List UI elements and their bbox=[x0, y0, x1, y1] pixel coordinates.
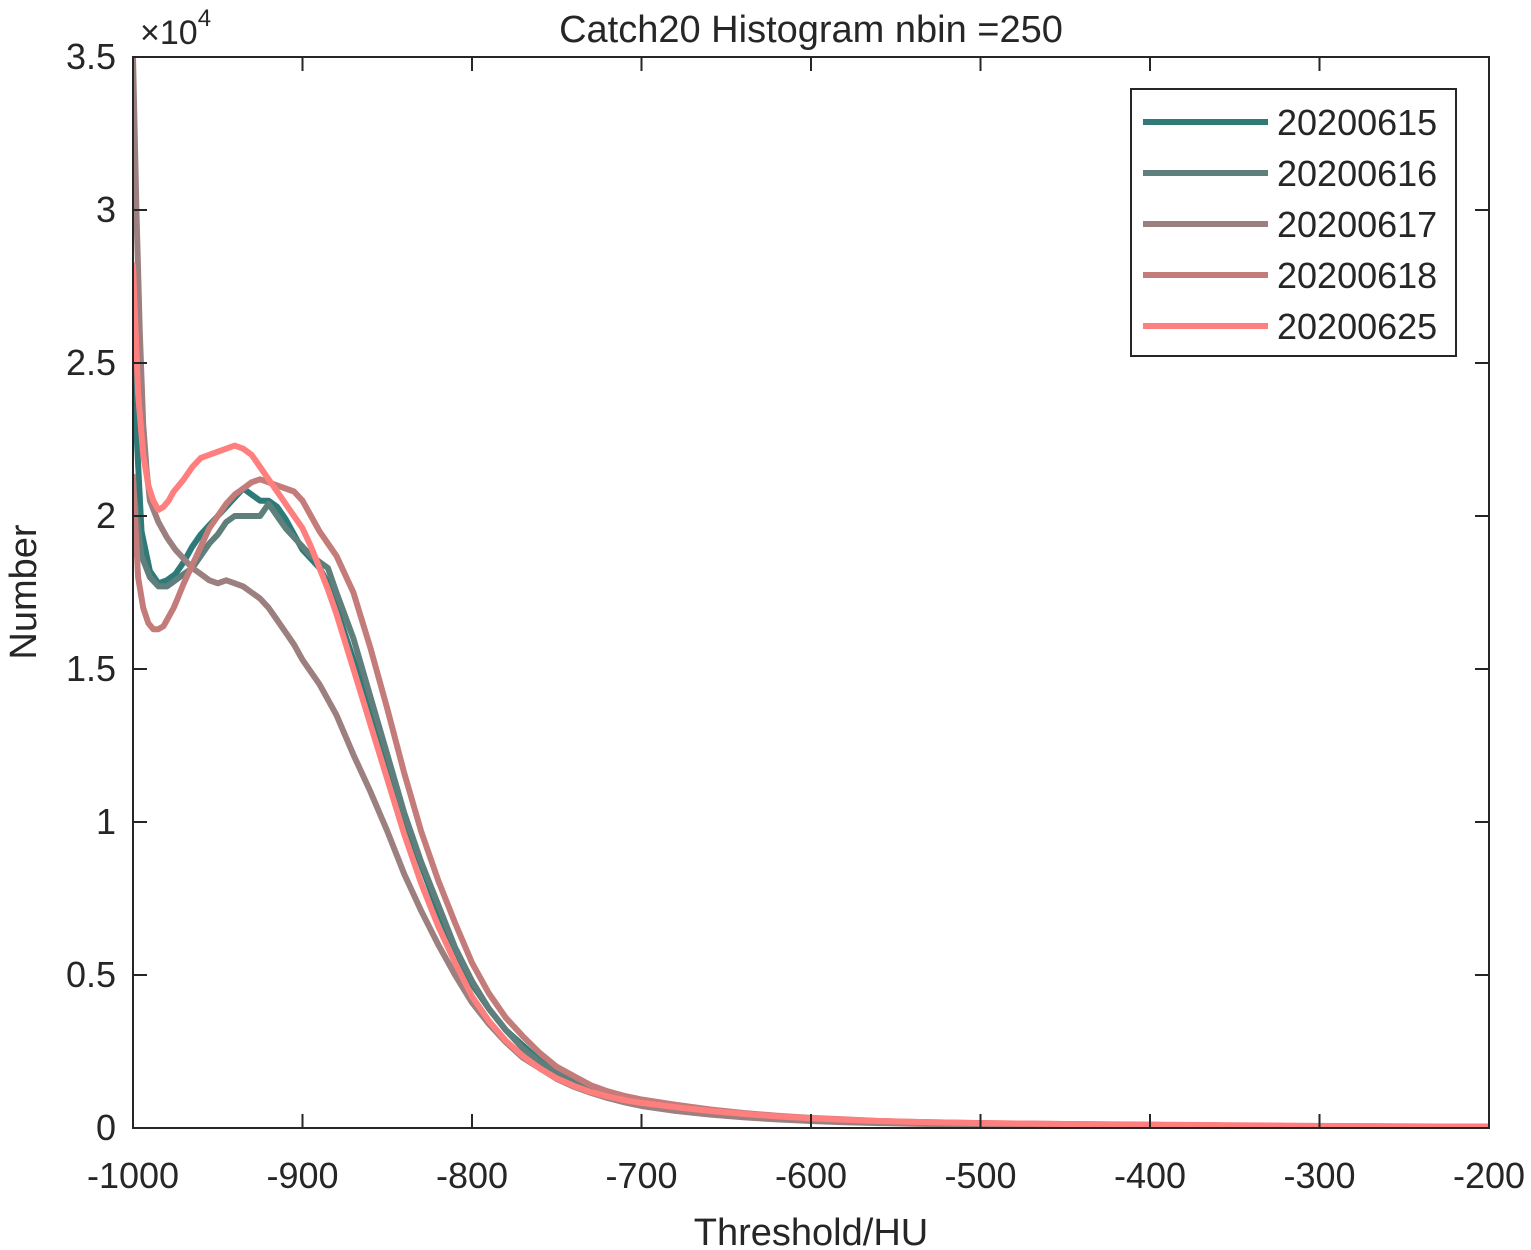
legend-label-20200618: 20200618 bbox=[1277, 255, 1437, 296]
y-tick-label: 1 bbox=[96, 801, 116, 842]
series-line-20200625 bbox=[133, 262, 1489, 1128]
legend-label-20200625: 20200625 bbox=[1277, 306, 1437, 347]
y-exponent-power: 4 bbox=[198, 5, 211, 32]
y-tick-label: 0 bbox=[96, 1107, 116, 1148]
y-tick-label: 3 bbox=[96, 189, 116, 230]
x-tick-label: -1000 bbox=[87, 1155, 179, 1196]
x-tick-label: -800 bbox=[436, 1155, 508, 1196]
x-tick-label: -700 bbox=[605, 1155, 677, 1196]
plot-area bbox=[133, 57, 1489, 1128]
x-tick-label: -900 bbox=[266, 1155, 338, 1196]
legend-label-20200615: 20200615 bbox=[1277, 102, 1437, 143]
x-tick-label: -400 bbox=[1114, 1155, 1186, 1196]
x-tick-label: -300 bbox=[1283, 1155, 1355, 1196]
legend-items: 20200615 20200616 20200617 20200618 20200625 bbox=[1143, 102, 1437, 347]
series-lines bbox=[133, 57, 1489, 1128]
legend: 20200615 20200616 20200617 20200618 20200625 bbox=[1130, 88, 1457, 357]
x-tick-label: -600 bbox=[775, 1155, 847, 1196]
chart-title: Catch20 Histogram nbin =250 bbox=[559, 9, 1063, 51]
x-tick-label: -200 bbox=[1453, 1155, 1525, 1196]
legend-label-20200617: 20200617 bbox=[1277, 204, 1437, 245]
y-tick-labels: 0 0.5 1 1.5 2 2.5 3 3.5 bbox=[66, 36, 116, 1148]
y-tick-label: 3.5 bbox=[66, 36, 116, 77]
y-tick-label: 1.5 bbox=[66, 648, 116, 689]
y-tick-label: 2.5 bbox=[66, 342, 116, 383]
x-axis-label: Threshold/HU bbox=[694, 1212, 928, 1250]
axis-ticks bbox=[132, 56, 1490, 1129]
y-tick-label: 2 bbox=[96, 495, 116, 536]
y-tick-label: 0.5 bbox=[66, 954, 116, 995]
legend-label-20200616: 20200616 bbox=[1277, 153, 1437, 194]
y-exponent-label: ×104 bbox=[140, 5, 211, 52]
y-axis-label: Number bbox=[3, 524, 45, 659]
y-exponent-base: ×10 bbox=[140, 14, 198, 52]
x-tick-label: -500 bbox=[944, 1155, 1016, 1196]
x-tick-labels: -1000 -900 -800 -700 -600 -500 -400 -300 -200 bbox=[87, 1155, 1525, 1196]
